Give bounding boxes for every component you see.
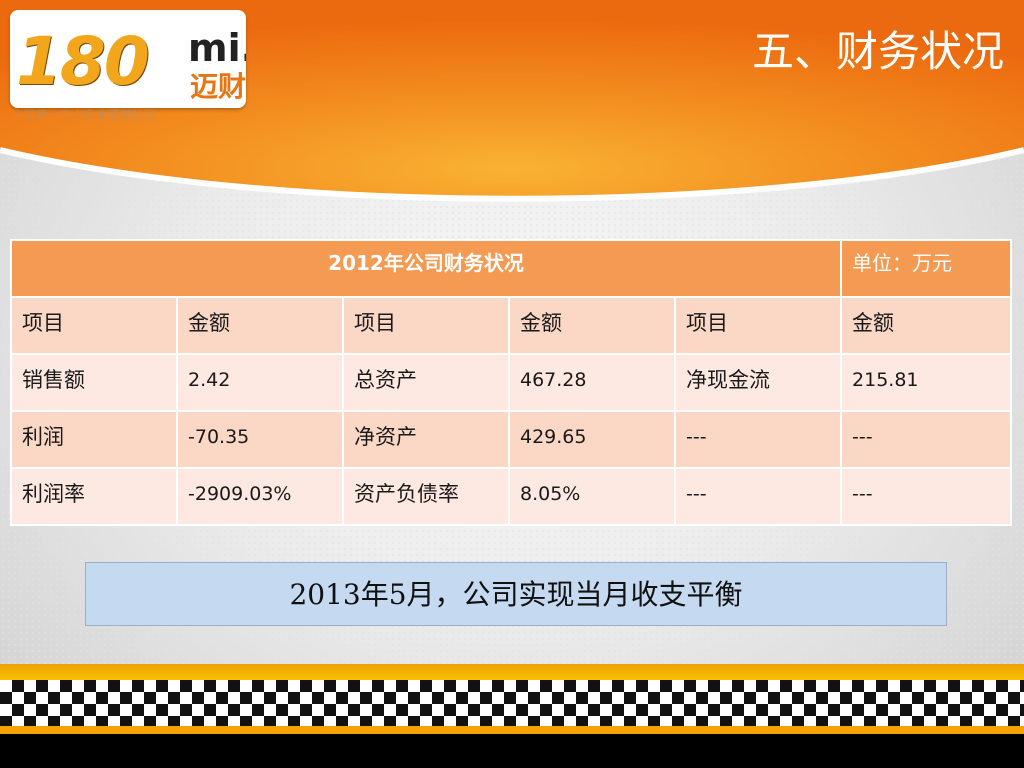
table-row: 销售额 2.42 总资产 467.28 净现金流 215.81 xyxy=(10,353,1013,412)
slide-title: 五、财务状况 xyxy=(751,27,1004,76)
table-cell: 429.65 xyxy=(508,410,676,469)
column-header: 项目 xyxy=(342,296,510,355)
orange-header-banner xyxy=(0,0,1024,202)
logo-digits: 180 xyxy=(16,23,150,100)
table-cell: 215.81 xyxy=(840,353,1013,412)
table-header-row: 项目 金额 项目 金额 项目 金额 xyxy=(10,296,1013,355)
table-row: 利润率 -2909.03% 资产负债率 8.05% --- --- xyxy=(10,467,1013,526)
logo-cn-text: 迈财 xyxy=(190,70,246,103)
column-header: 金额 xyxy=(176,296,344,355)
footer-orange-stripe-lower xyxy=(0,726,1024,734)
table-cell: 2.42 xyxy=(176,353,344,412)
table-cell: 销售额 xyxy=(10,353,178,412)
table-title: 2012年公司财务状况 xyxy=(9,239,843,298)
column-header: 金额 xyxy=(508,296,676,355)
column-header: 项目 xyxy=(673,296,843,355)
table-cell: --- xyxy=(673,410,843,469)
logo-tagline: 中国第一中小企业理财社区 xyxy=(12,108,156,121)
table-cell: 净现金流 xyxy=(673,353,843,412)
table-cell: --- xyxy=(673,467,843,526)
footer-checkered-band xyxy=(0,680,1024,728)
table-cell: 净资产 xyxy=(342,410,510,469)
table-cell: --- xyxy=(840,410,1013,469)
summary-callout: 2013年5月，公司实现当月收支平衡 xyxy=(85,562,947,626)
column-header: 金额 xyxy=(840,296,1013,355)
table-cell: 利润 xyxy=(10,410,178,469)
table-title-row: 2012年公司财务状况 单位：万元 xyxy=(9,239,1013,298)
table-row: 利润 -70.35 净资产 429.65 --- --- xyxy=(10,410,1013,469)
footer-black-band xyxy=(0,734,1024,768)
table-cell: --- xyxy=(840,467,1013,526)
financial-table: 2012年公司财务状况 单位：万元 项目 金额 项目 金额 项目 金额 销售额 … xyxy=(9,239,1013,526)
column-header: 项目 xyxy=(10,296,178,355)
logo-mi-text: mi. xyxy=(188,26,246,70)
table-cell: -70.35 xyxy=(176,410,344,469)
table-unit: 单位：万元 xyxy=(840,239,1013,298)
company-logo: 180 mi. 迈财 xyxy=(10,10,246,108)
table-cell: 467.28 xyxy=(508,353,676,412)
table-cell: 利润率 xyxy=(10,467,178,526)
table-cell: -2909.03% xyxy=(176,467,344,526)
table-cell: 8.05% xyxy=(508,467,676,526)
footer-orange-stripe xyxy=(0,664,1024,680)
table-cell: 总资产 xyxy=(342,353,510,412)
table-cell: 资产负债率 xyxy=(342,467,510,526)
